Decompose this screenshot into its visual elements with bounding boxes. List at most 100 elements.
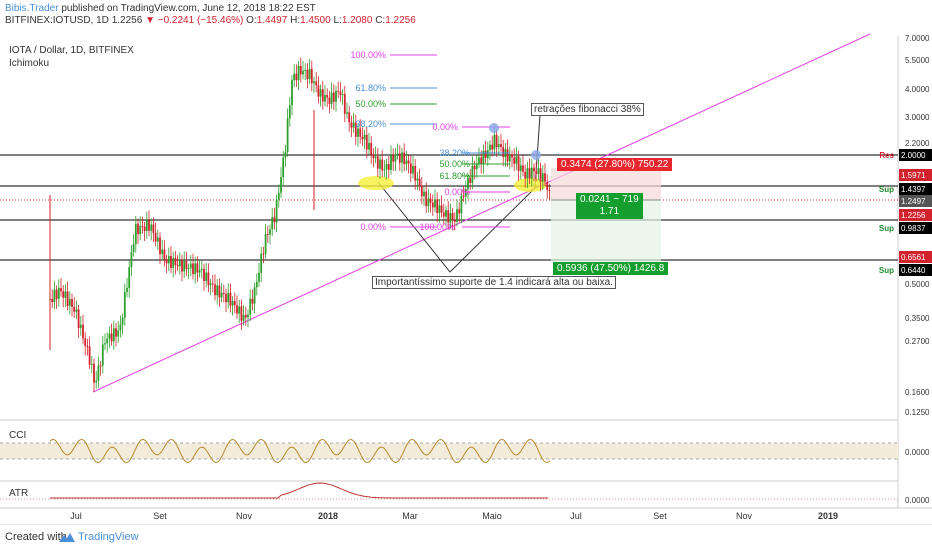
- candle-body: [88, 346, 91, 365]
- candle-body: [282, 157, 285, 178]
- candle-body: [240, 306, 243, 321]
- change-text: −0.2241 (−15.46%): [157, 15, 244, 26]
- candle-body: [385, 164, 388, 170]
- candle-body: [71, 299, 73, 307]
- candle-body: [321, 89, 324, 102]
- price-axis-label: 5.5000: [905, 56, 930, 65]
- candle-body: [330, 92, 333, 104]
- candle-body: [262, 253, 265, 255]
- candle-body: [456, 209, 458, 222]
- fib-right-label: 0.00%: [444, 187, 470, 197]
- candle-body: [328, 97, 331, 104]
- candle-body: [159, 237, 161, 255]
- candle-body: [368, 142, 370, 150]
- atr-pane: [0, 482, 898, 500]
- candle-body: [225, 293, 227, 303]
- atr-title: ATR: [9, 488, 29, 499]
- candle-body: [209, 283, 212, 286]
- candle-body: [112, 328, 115, 342]
- chart-header: Bibis.Trader published on TradingView.co…: [0, 0, 932, 26]
- candle-body: [429, 198, 432, 203]
- candle-body: [84, 338, 87, 346]
- candle-body: [288, 105, 291, 119]
- candle-body: [75, 309, 78, 312]
- fib-right-label: 50.00%: [439, 159, 470, 169]
- time-axis-label: Jul: [70, 511, 82, 521]
- candle-body: [374, 156, 377, 158]
- price-axis-label: 0.1250: [905, 408, 930, 417]
- chart-canvas[interactable]: 100.00%61.80%50.00%38.20%0.00%0.00%100.0…: [0, 28, 932, 524]
- price-axis[interactable]: 7.0000 5.5000 4.0000 3.0000 2.2000 0.5000 0.35…: [905, 34, 930, 505]
- author-link[interactable]: Bibis.Trader: [5, 3, 59, 14]
- price-tag-box: [899, 169, 932, 181]
- candle-body: [495, 134, 498, 147]
- candle-body: [192, 263, 194, 275]
- candle-body: [310, 68, 313, 84]
- candle-body: [515, 156, 518, 164]
- candle-body: [187, 268, 190, 270]
- candle-body: [319, 89, 322, 97]
- price-axis-label: 0.3500: [905, 314, 930, 323]
- candle-body: [277, 192, 280, 200]
- candle-body: [500, 144, 502, 148]
- candle-body: [145, 220, 148, 232]
- price-tag-label: Res: [879, 151, 894, 160]
- candle-body: [156, 237, 159, 242]
- candle-body: [405, 160, 408, 165]
- candle-body: [174, 258, 177, 266]
- candle-body: [469, 178, 472, 183]
- candle-body: [535, 171, 538, 174]
- candle-body: [297, 65, 300, 81]
- entry-line1: 0.0241 ~ 719: [580, 194, 639, 205]
- candle-body: [271, 217, 274, 230]
- candle-body: [62, 291, 65, 298]
- fib-right-label: 0.00%: [432, 122, 458, 132]
- time-axis-label: Maio: [482, 511, 502, 521]
- candle-body: [148, 220, 150, 231]
- candle-body: [482, 150, 485, 165]
- price-tag-value: 2.0000: [901, 151, 926, 160]
- candle-body: [519, 165, 522, 171]
- candle-body: [57, 287, 60, 299]
- candle-body: [425, 191, 428, 207]
- candle-body: [161, 249, 164, 255]
- open-value: 1.4497: [256, 15, 288, 26]
- change-value: ▼ −0.2241 (−15.46%): [145, 15, 244, 26]
- candle-body: [387, 164, 390, 170]
- candle-body: [359, 128, 362, 137]
- candle-body: [304, 69, 307, 71]
- candle-body: [251, 298, 254, 304]
- tradingview-logo-icon[interactable]: [58, 530, 76, 544]
- candle-body: [269, 229, 271, 235]
- price-axis-label: 0.5000: [905, 280, 930, 289]
- candle-body: [420, 185, 423, 197]
- candle-body: [115, 328, 117, 337]
- candle-body: [497, 144, 500, 147]
- candle-body: [326, 95, 329, 98]
- price-tag-box: [899, 222, 932, 234]
- candle-body: [478, 157, 480, 164]
- candle-body: [194, 263, 197, 275]
- candle-body: [150, 224, 153, 231]
- candle-body: [308, 68, 311, 79]
- candle-body: [231, 301, 234, 306]
- candle-body: [453, 220, 456, 222]
- candle-body: [335, 90, 337, 102]
- candle-body: [403, 152, 406, 165]
- price-tag-value: 0.6561: [901, 253, 926, 262]
- support-note[interactable]: Importantíssimo suporte de 1.4 indicará …: [372, 276, 616, 289]
- candle-body: [460, 195, 463, 214]
- tradingview-brand[interactable]: TradingView: [78, 531, 139, 543]
- close-value: 1.2256: [385, 15, 416, 26]
- candle-body: [258, 272, 260, 282]
- candle-body: [79, 324, 82, 328]
- price-axis-label: 0.1600: [905, 388, 930, 397]
- candle-body: [506, 149, 509, 162]
- candle-body: [86, 345, 89, 347]
- candle-body: [117, 330, 120, 337]
- fib-note[interactable]: retrações fibonacci 38%: [531, 103, 644, 116]
- candle-body: [361, 136, 364, 140]
- candle-body: [502, 147, 505, 158]
- time-axis[interactable]: Jul Set Nov 2018 Mar Maio Jul Set Nov 2019: [70, 511, 838, 521]
- candle-body: [409, 163, 412, 174]
